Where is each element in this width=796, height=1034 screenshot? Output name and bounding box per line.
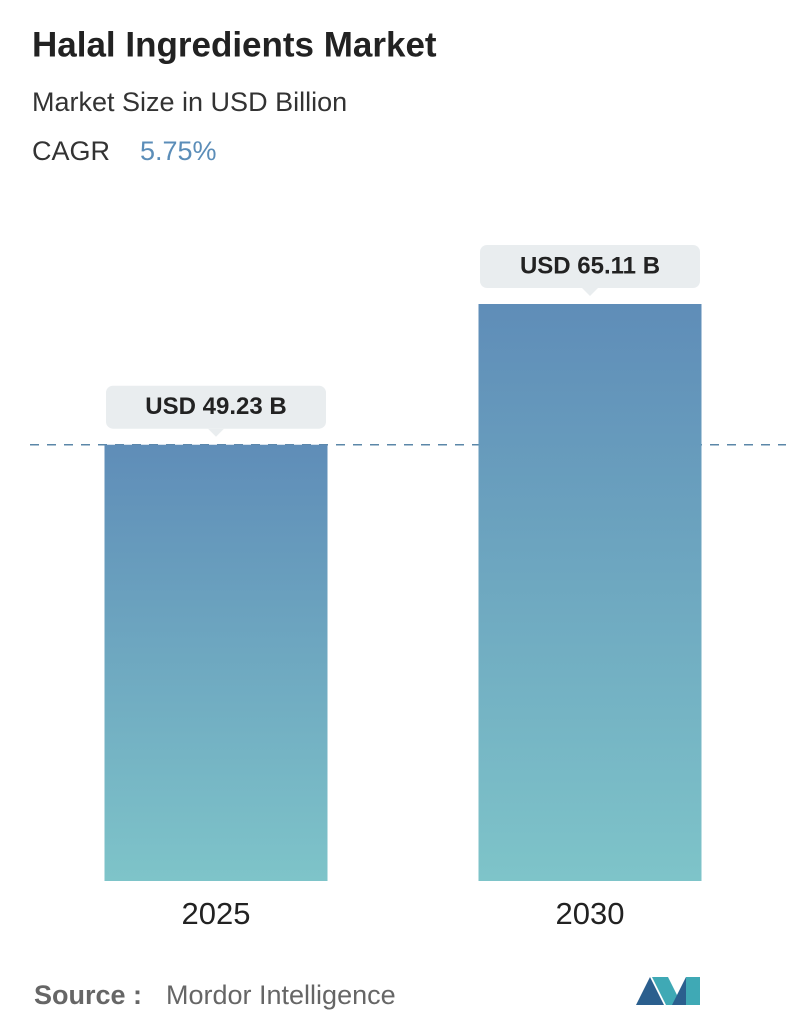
x-tick-label: 2030 <box>556 896 625 931</box>
chart-subtitle: Market Size in USD Billion <box>32 87 347 117</box>
source-label: Source : <box>34 980 142 1010</box>
value-label-box <box>106 385 326 429</box>
value-label-pointer <box>208 428 224 437</box>
value-label: USD 65.11 B <box>520 252 660 279</box>
source: Mordor Intelligence <box>166 980 396 1010</box>
chart-title: Halal Ingredients Market <box>32 25 437 64</box>
value-label-pointer <box>582 288 598 296</box>
bar <box>104 444 328 881</box>
value-label: USD 49.23 B <box>145 393 286 420</box>
bar <box>478 304 702 881</box>
logo <box>636 977 700 1005</box>
plot-area: USD 49.23 B 2025 USD 65.11 B 2030 <box>30 245 786 931</box>
cagr-value: 5.75% <box>140 136 217 166</box>
value-label-box <box>480 245 700 288</box>
cagr-label: CAGR <box>32 136 110 166</box>
x-tick-label: 2025 <box>182 896 251 931</box>
